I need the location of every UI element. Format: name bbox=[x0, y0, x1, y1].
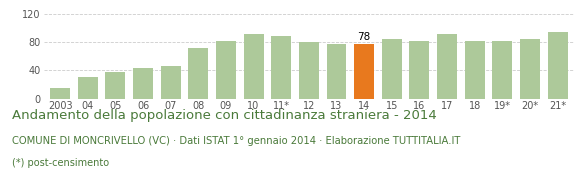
Bar bbox=[271, 36, 291, 99]
Bar bbox=[244, 34, 263, 99]
Bar bbox=[437, 34, 457, 99]
Text: 78: 78 bbox=[357, 32, 371, 42]
Text: (*) post-censimento: (*) post-censimento bbox=[12, 158, 108, 168]
Bar bbox=[161, 66, 180, 99]
Bar bbox=[492, 41, 512, 99]
Bar bbox=[299, 42, 319, 99]
Bar bbox=[327, 44, 346, 99]
Bar bbox=[188, 48, 208, 99]
Bar bbox=[133, 67, 153, 99]
Text: Andamento della popolazione con cittadinanza straniera - 2014: Andamento della popolazione con cittadin… bbox=[12, 109, 436, 122]
Bar bbox=[216, 41, 236, 99]
Bar bbox=[78, 77, 97, 99]
Bar bbox=[382, 39, 402, 99]
Bar bbox=[409, 41, 429, 99]
Bar bbox=[354, 44, 374, 99]
Bar bbox=[50, 88, 70, 99]
Text: COMUNE DI MONCRIVELLO (VC) · Dati ISTAT 1° gennaio 2014 · Elaborazione TUTTITALI: COMUNE DI MONCRIVELLO (VC) · Dati ISTAT … bbox=[12, 136, 460, 146]
Bar bbox=[106, 72, 125, 99]
Bar bbox=[520, 39, 540, 99]
Bar bbox=[548, 31, 568, 99]
Bar bbox=[465, 41, 485, 99]
